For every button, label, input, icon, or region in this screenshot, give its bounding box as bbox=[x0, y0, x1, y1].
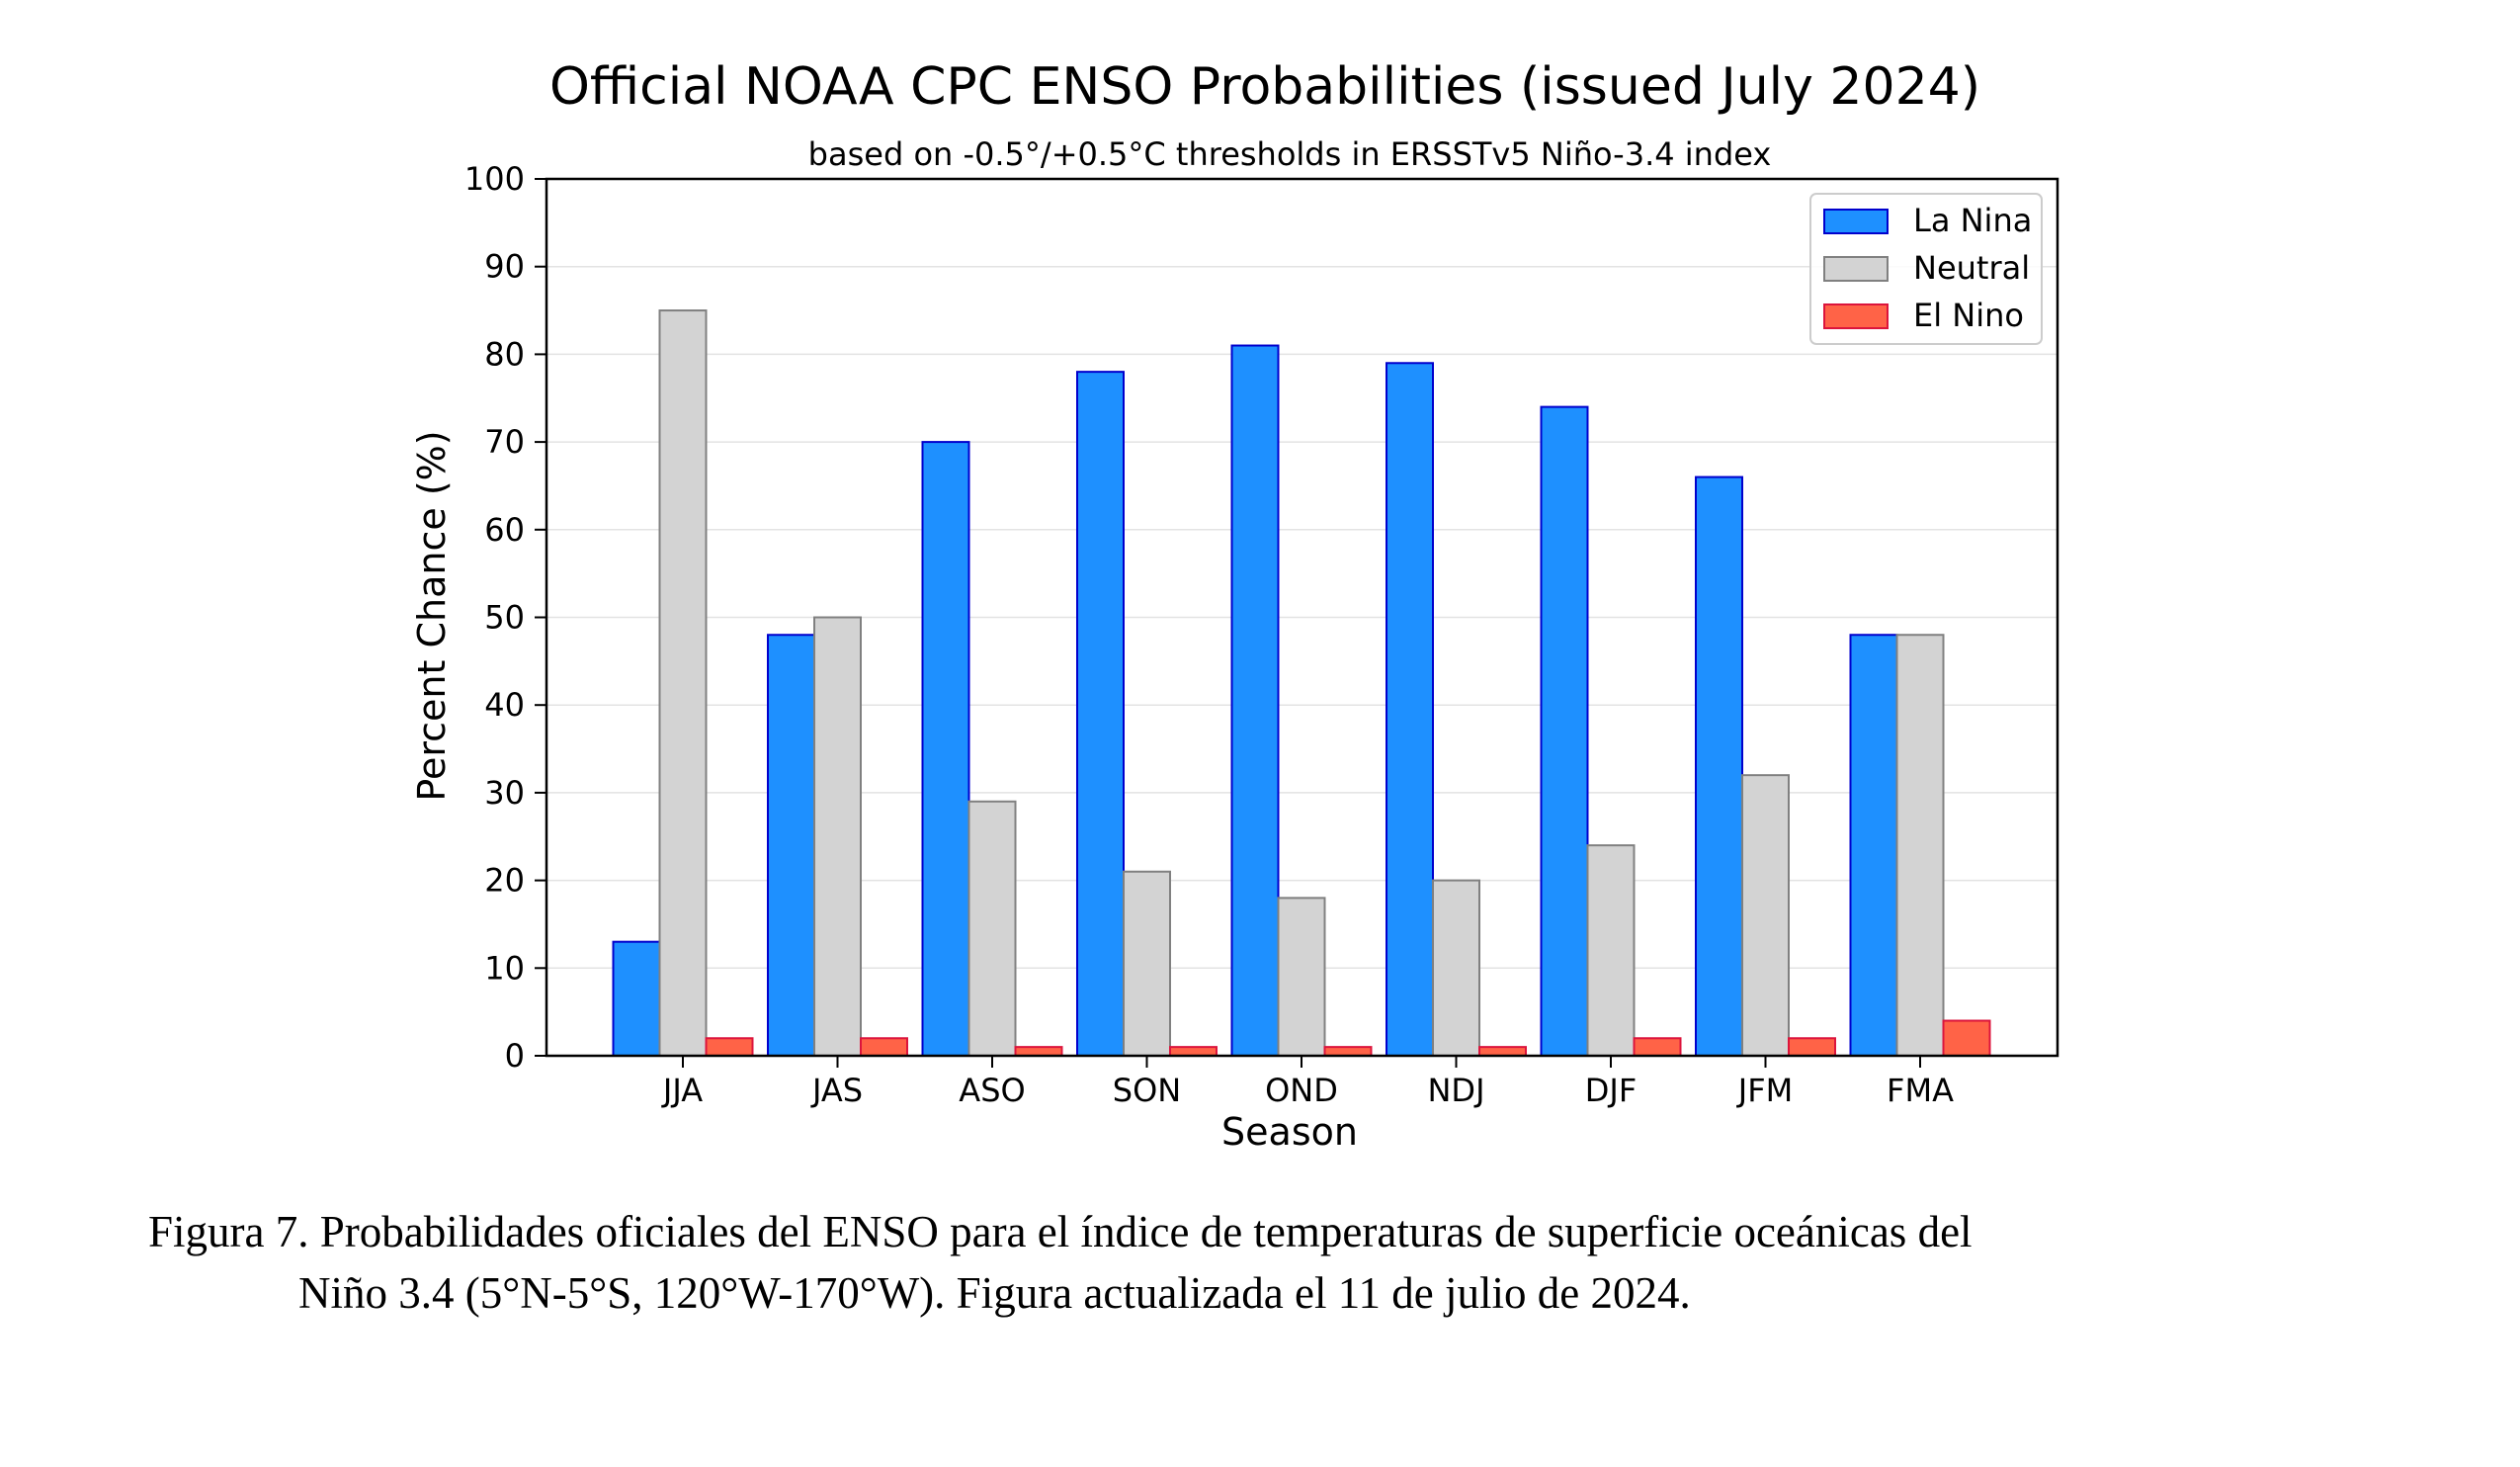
x-tick-label: JFM bbox=[1736, 1072, 1793, 1109]
y-tick-label: 40 bbox=[484, 686, 525, 724]
x-axis-label: Season bbox=[1221, 1110, 1358, 1154]
bar-el-nino-jfm bbox=[1788, 1037, 1836, 1058]
x-tick-label: DJF bbox=[1585, 1072, 1637, 1109]
enso-probability-chart: Official NOAA CPC ENSO Probabilities (is… bbox=[410, 57, 2059, 1154]
legend: La Nina Neutral El Nino bbox=[1809, 193, 2043, 345]
y-tick-label: 30 bbox=[484, 774, 525, 812]
chart-subtitle: based on -0.5°/+0.5°C thresholds in ERSS… bbox=[808, 135, 1772, 173]
y-tick-label: 20 bbox=[484, 862, 525, 900]
caption-line-2: Niño 3.4 (5°N-5°S, 120°W-170°W). Figura … bbox=[298, 1268, 1691, 1318]
y-axis-label: Percent Chance (%) bbox=[410, 430, 454, 801]
bar-la-nina-fma bbox=[1849, 634, 1898, 1057]
bar-la-nina-ndj bbox=[1386, 362, 1434, 1057]
bar-neutral-son bbox=[1123, 870, 1171, 1057]
bar-el-nino-son bbox=[1169, 1046, 1218, 1058]
x-tick-label: JJA bbox=[661, 1072, 703, 1109]
legend-swatch bbox=[1823, 256, 1889, 282]
y-tick-label: 10 bbox=[484, 949, 525, 987]
bar-neutral-ndj bbox=[1432, 879, 1480, 1057]
bar-la-nina-jja bbox=[612, 940, 661, 1057]
x-tick-label: NDJ bbox=[1427, 1072, 1484, 1109]
legend-swatch bbox=[1823, 209, 1889, 234]
bar-neutral-jas bbox=[813, 616, 862, 1057]
legend-swatch bbox=[1823, 303, 1889, 329]
bar-el-nino-jja bbox=[705, 1037, 754, 1058]
y-tick-label: 50 bbox=[484, 599, 525, 637]
figure-caption: Figura 7. Probabilidades oficiales del E… bbox=[148, 1201, 2421, 1324]
bar-el-nino-ndj bbox=[1478, 1046, 1527, 1058]
chart-title: Official NOAA CPC ENSO Probabilities (is… bbox=[549, 57, 1980, 117]
y-tick-label: 70 bbox=[484, 423, 525, 461]
bar-neutral-jja bbox=[658, 309, 708, 1057]
caption-line-1: Figura 7. Probabilidades oficiales del E… bbox=[148, 1207, 1973, 1256]
bar-neutral-djf bbox=[1586, 844, 1636, 1057]
x-tick-label: JAS bbox=[810, 1072, 863, 1109]
bar-la-nina-jas bbox=[767, 634, 815, 1057]
bar-el-nino-aso bbox=[1014, 1046, 1063, 1058]
bar-neutral-fma bbox=[1895, 634, 1945, 1057]
bar-la-nina-son bbox=[1076, 371, 1125, 1057]
bar-neutral-jfm bbox=[1741, 774, 1790, 1057]
bar-el-nino-djf bbox=[1633, 1037, 1682, 1058]
x-tick-label: OND bbox=[1265, 1072, 1338, 1109]
y-tick-label: 80 bbox=[484, 335, 525, 373]
bar-el-nino-fma bbox=[1942, 1019, 1991, 1058]
legend-label: Neutral bbox=[1913, 249, 2030, 287]
legend-label: La Nina bbox=[1913, 202, 2032, 239]
bar-neutral-aso bbox=[967, 800, 1017, 1058]
y-tick-label: 90 bbox=[484, 248, 525, 286]
x-tick-label: ASO bbox=[959, 1072, 1025, 1109]
bar-la-nina-djf bbox=[1540, 405, 1589, 1057]
y-tick-label: 0 bbox=[505, 1037, 525, 1075]
tick-labels: 0 10 20 30 40 50 60 70 80 90 100 JJA JAS ASO SON OND NDJ… bbox=[464, 160, 1954, 1109]
bar-la-nina-jfm bbox=[1695, 475, 1743, 1057]
y-tick-label: 60 bbox=[484, 511, 525, 549]
bar-el-nino-jas bbox=[860, 1037, 908, 1058]
legend-label: El Nino bbox=[1913, 297, 2024, 334]
bars bbox=[612, 309, 1991, 1058]
bar-el-nino-ond bbox=[1323, 1046, 1373, 1058]
y-tick-label: 100 bbox=[464, 160, 525, 198]
bar-neutral-ond bbox=[1277, 897, 1326, 1058]
x-tick-label: SON bbox=[1113, 1072, 1181, 1109]
bar-la-nina-aso bbox=[921, 441, 970, 1058]
bar-la-nina-ond bbox=[1230, 344, 1280, 1057]
x-tick-label: FMA bbox=[1887, 1072, 1954, 1109]
